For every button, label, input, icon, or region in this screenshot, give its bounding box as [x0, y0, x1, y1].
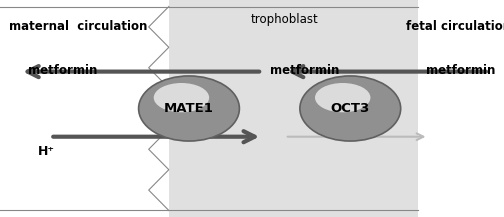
Text: MATE1: MATE1 [164, 102, 214, 115]
Text: H⁺: H⁺ [38, 145, 55, 158]
Ellipse shape [315, 83, 370, 112]
Ellipse shape [154, 83, 209, 112]
Text: metformin: metformin [270, 64, 339, 77]
Text: metformin: metformin [426, 64, 495, 77]
Ellipse shape [139, 76, 239, 141]
Bar [169, 0, 418, 217]
Ellipse shape [300, 76, 401, 141]
Text: maternal  circulation: maternal circulation [9, 20, 147, 33]
Text: OCT3: OCT3 [331, 102, 370, 115]
Text: fetal circulation: fetal circulation [406, 20, 504, 33]
Text: trophoblast: trophoblast [251, 13, 319, 26]
Polygon shape [0, 7, 169, 210]
Text: metformin: metformin [28, 64, 97, 77]
